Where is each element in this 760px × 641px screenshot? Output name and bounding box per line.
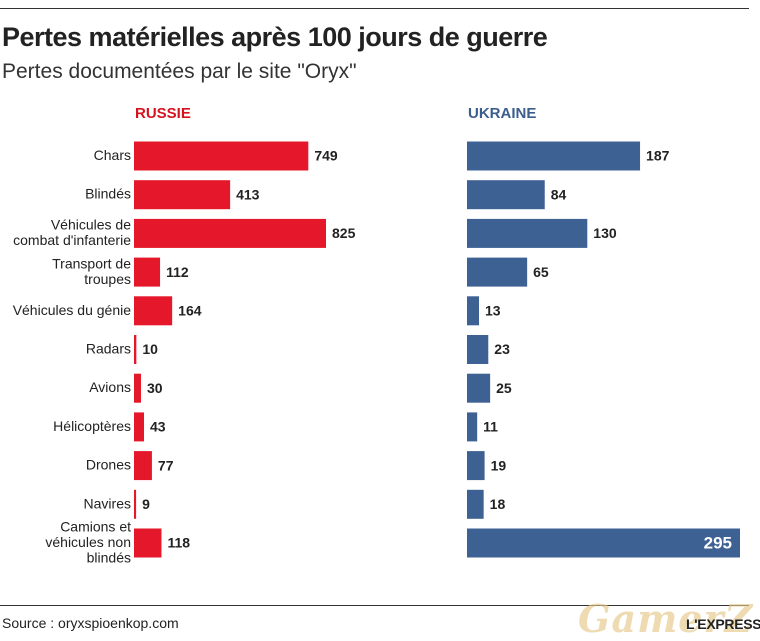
ukraine-value-label: 18: [490, 496, 506, 512]
category-label: Hélicoptères: [53, 418, 131, 434]
russia-bar: [134, 528, 162, 558]
category-label: Radars: [86, 340, 131, 356]
ukraine-bar: [467, 489, 484, 519]
ukraine-bar: [467, 257, 528, 287]
russia-bar: [134, 489, 137, 519]
ukraine-bar: [467, 218, 588, 248]
russia-bar: [134, 180, 231, 210]
russia-value-label: 749: [314, 148, 338, 164]
ukraine-panel-header: UKRAINE: [468, 105, 536, 122]
ukraine-value-label: 13: [485, 303, 501, 319]
ukraine-value-label: 84: [551, 186, 567, 202]
russia-value-label: 164: [178, 303, 202, 319]
watermark-logo: GamerZ: [578, 596, 754, 641]
russia-value-label: 825: [332, 225, 356, 241]
russia-bar: [134, 257, 161, 287]
ukraine-value-label: 19: [491, 457, 507, 473]
category-label: Chars: [94, 147, 131, 163]
ukraine-bar: [467, 451, 485, 481]
source-note: Source : oryxspioenkop.com: [2, 615, 179, 631]
ukraine-bar: [467, 528, 740, 558]
russia-value-label: 10: [142, 341, 158, 357]
ukraine-bar: [467, 373, 491, 403]
ukraine-value-label: 23: [494, 341, 510, 357]
category-label: Véhicules de combat d'infanterie: [13, 216, 131, 248]
ukraine-bar: [467, 412, 478, 442]
category-label: Camions et véhicules non blindés: [45, 518, 131, 565]
russia-bar: [134, 335, 137, 364]
ukraine-bar: [467, 141, 641, 171]
russia-panel-header: RUSSIE: [135, 105, 191, 122]
russia-bar: [134, 296, 173, 326]
category-label: Blindés: [85, 185, 131, 201]
russia-bar: [134, 412, 145, 442]
russia-value-label: 118: [167, 535, 190, 551]
russia-bar: [134, 141, 309, 171]
ukraine-bar: [467, 180, 545, 210]
ukraine-value-label: 11: [483, 419, 498, 435]
category-label: Navires: [84, 495, 131, 511]
russia-value-label: 77: [158, 457, 174, 473]
ukraine-bar: [467, 296, 480, 326]
category-label: Avions: [89, 379, 131, 395]
russia-value-label: 30: [147, 380, 163, 396]
russia-value-label: 112: [166, 264, 189, 280]
ukraine-value-label: 295: [704, 533, 732, 552]
category-label: Transport de troupes: [52, 255, 131, 287]
chart-title: Pertes matérielles après 100 jours de gu…: [2, 22, 548, 52]
category-label: Drones: [86, 456, 131, 472]
bottom-rule: [0, 605, 749, 606]
top-rule: [0, 8, 749, 9]
ukraine-bar: [467, 335, 489, 364]
ukraine-value-label: 130: [593, 225, 617, 241]
russia-value-label: 413: [236, 186, 260, 202]
russia-bar: [134, 218, 326, 248]
russia-bar: [134, 373, 141, 403]
ukraine-value-label: 187: [646, 148, 670, 164]
ukraine-value-label: 25: [496, 380, 512, 396]
chart-subtitle: Pertes documentées par le site "Oryx": [2, 60, 357, 83]
russia-bar: [134, 451, 152, 481]
russia-value-label: 43: [150, 419, 166, 435]
russia-value-label: 9: [142, 496, 150, 512]
category-label: Véhicules du génie: [13, 302, 132, 318]
publisher-logo: L'EXPRESS: [686, 616, 760, 632]
ukraine-value-label: 65: [533, 264, 549, 280]
